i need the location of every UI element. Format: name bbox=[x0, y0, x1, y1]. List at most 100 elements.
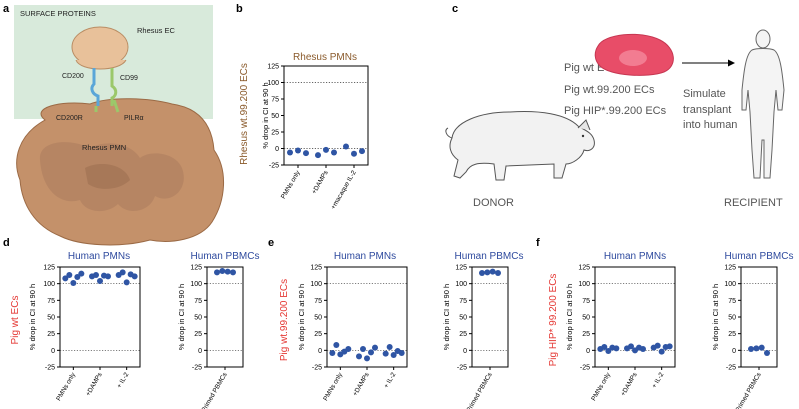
y-tick-label: 100 bbox=[724, 281, 736, 288]
y-tick-label: 125 bbox=[455, 265, 467, 272]
y-tick-label: 25 bbox=[314, 331, 322, 338]
data-point bbox=[230, 269, 236, 276]
chart-f2: Human PBMCs -25 0 25 50 75 100 125 % drop in CI… bbox=[711, 251, 793, 409]
y-tick-label: -25 bbox=[457, 365, 467, 372]
data-point bbox=[343, 143, 349, 150]
y-tick-label: 0 bbox=[586, 348, 590, 355]
chart-e2: Human PBMCs -25 0 25 50 75 100 125 % drop in CI… bbox=[442, 251, 523, 409]
y-tick-label: -25 bbox=[45, 365, 55, 372]
data-point bbox=[495, 270, 501, 276]
y-tick-label: 50 bbox=[582, 315, 590, 322]
y-tick-label: 50 bbox=[194, 315, 202, 322]
data-point bbox=[123, 279, 130, 286]
data-point bbox=[748, 346, 754, 352]
data-point bbox=[390, 352, 397, 358]
y-tick-label: 125 bbox=[310, 265, 322, 272]
chart-f1: Human PMNs Pig HIP* 99.200 ECs -25 0 25 50 7… bbox=[548, 251, 676, 402]
data-point bbox=[658, 348, 665, 355]
chart-b-group-label: Rhesus wt.99.200 ECs bbox=[239, 63, 250, 165]
y-tick-label: 75 bbox=[271, 97, 279, 104]
y-tick-label: 100 bbox=[190, 281, 202, 288]
data-point bbox=[219, 268, 226, 274]
x-category-label: + IL-2 bbox=[651, 371, 666, 389]
x-category-label: +DAMPs bbox=[352, 371, 371, 398]
data-point bbox=[97, 278, 103, 284]
y-axis-label: % drop in CI at 90 h bbox=[565, 284, 574, 350]
panel-label-a: a bbox=[3, 3, 10, 15]
pig-icon bbox=[445, 111, 595, 181]
data-point bbox=[489, 268, 496, 275]
x-category-label: PMNs only bbox=[55, 371, 77, 402]
y-tick-label: -25 bbox=[192, 365, 202, 372]
data-point bbox=[372, 344, 378, 351]
data-point bbox=[398, 350, 405, 356]
y-tick-label: 125 bbox=[578, 265, 590, 272]
y-axis-label: % drop in CI at 90 h bbox=[177, 284, 186, 350]
y-tick-label: 25 bbox=[47, 331, 55, 338]
y-tick-label: 0 bbox=[198, 348, 202, 355]
data-point bbox=[331, 149, 337, 156]
y-tick-label: 0 bbox=[463, 348, 467, 355]
y-tick-label: 100 bbox=[267, 80, 279, 87]
y-tick-label: 75 bbox=[314, 298, 322, 305]
x-category-label: PMNs only bbox=[322, 371, 344, 402]
y-tick-label: 125 bbox=[724, 265, 736, 272]
x-category-label: + IL-2 bbox=[383, 371, 398, 389]
data-point bbox=[479, 270, 485, 276]
chart-f2-title: Human PBMCs bbox=[725, 251, 794, 262]
data-point bbox=[601, 344, 608, 350]
y-tick-label: 25 bbox=[582, 331, 590, 338]
pig-ec-nucleus bbox=[619, 50, 647, 66]
y-tick-label: -25 bbox=[726, 365, 736, 372]
y-tick-label: -25 bbox=[580, 365, 590, 372]
data-point bbox=[364, 355, 370, 362]
data-point bbox=[74, 274, 81, 280]
data-point bbox=[345, 346, 352, 352]
data-point bbox=[62, 275, 69, 282]
y-tick-label: 0 bbox=[275, 146, 279, 153]
x-category-label: Primed PBMCs bbox=[465, 371, 494, 409]
human-icon bbox=[741, 29, 785, 179]
chart-d2-frame bbox=[206, 266, 244, 368]
data-point bbox=[105, 273, 111, 280]
data-point bbox=[666, 343, 673, 350]
data-point bbox=[323, 146, 329, 153]
data-point bbox=[329, 350, 336, 356]
panel-a-illustration: SURFACE PROTEINS Rhesus PMN Rhesus EC CD… bbox=[14, 5, 225, 246]
y-tick-label: 100 bbox=[455, 281, 467, 288]
x-category-label: PMNs only bbox=[280, 169, 302, 200]
chart-b-title: Rhesus PMNs bbox=[293, 52, 357, 63]
x-category-label: PMNs only bbox=[590, 371, 612, 402]
y-tick-label: 0 bbox=[318, 348, 322, 355]
y-tick-label: 100 bbox=[310, 281, 322, 288]
cd99-label: CD99 bbox=[120, 75, 138, 82]
arrow-head-icon bbox=[728, 59, 735, 67]
y-tick-label: 0 bbox=[732, 348, 736, 355]
chart-d2-title: Human PBMCs bbox=[191, 251, 260, 262]
data-point bbox=[131, 273, 138, 280]
cd99-molecule bbox=[110, 68, 118, 106]
data-point bbox=[119, 269, 126, 276]
surface-proteins-header: SURFACE PROTEINS bbox=[20, 9, 96, 18]
data-point bbox=[654, 342, 661, 349]
data-point bbox=[66, 272, 73, 278]
y-axis-label: % drop in CI at 90 h bbox=[442, 284, 451, 350]
y-tick-label: 50 bbox=[271, 113, 279, 120]
data-point bbox=[214, 269, 220, 276]
pmn-lobe bbox=[85, 164, 130, 189]
chart-b: Rhesus PMNs Rhesus wt.99.200 ECs -25 0 25 5… bbox=[239, 52, 369, 211]
data-point bbox=[628, 343, 634, 350]
data-point bbox=[758, 344, 765, 351]
y-tick-label: -25 bbox=[312, 365, 322, 372]
data-point bbox=[78, 270, 85, 277]
y-axis-label: % drop in CI at 90 h bbox=[297, 284, 306, 350]
cell-line-wt99200: Pig wt.99.200 ECs bbox=[564, 84, 655, 96]
y-tick-label: 75 bbox=[459, 298, 467, 305]
data-point bbox=[368, 349, 374, 356]
y-tick-label: 50 bbox=[728, 315, 736, 322]
y-tick-label: 25 bbox=[728, 331, 736, 338]
y-tick-label: 75 bbox=[728, 298, 736, 305]
y-tick-label: 75 bbox=[47, 298, 55, 305]
panel-label-c: c bbox=[452, 3, 458, 15]
x-category-label: Primed PBMCs bbox=[734, 371, 763, 409]
